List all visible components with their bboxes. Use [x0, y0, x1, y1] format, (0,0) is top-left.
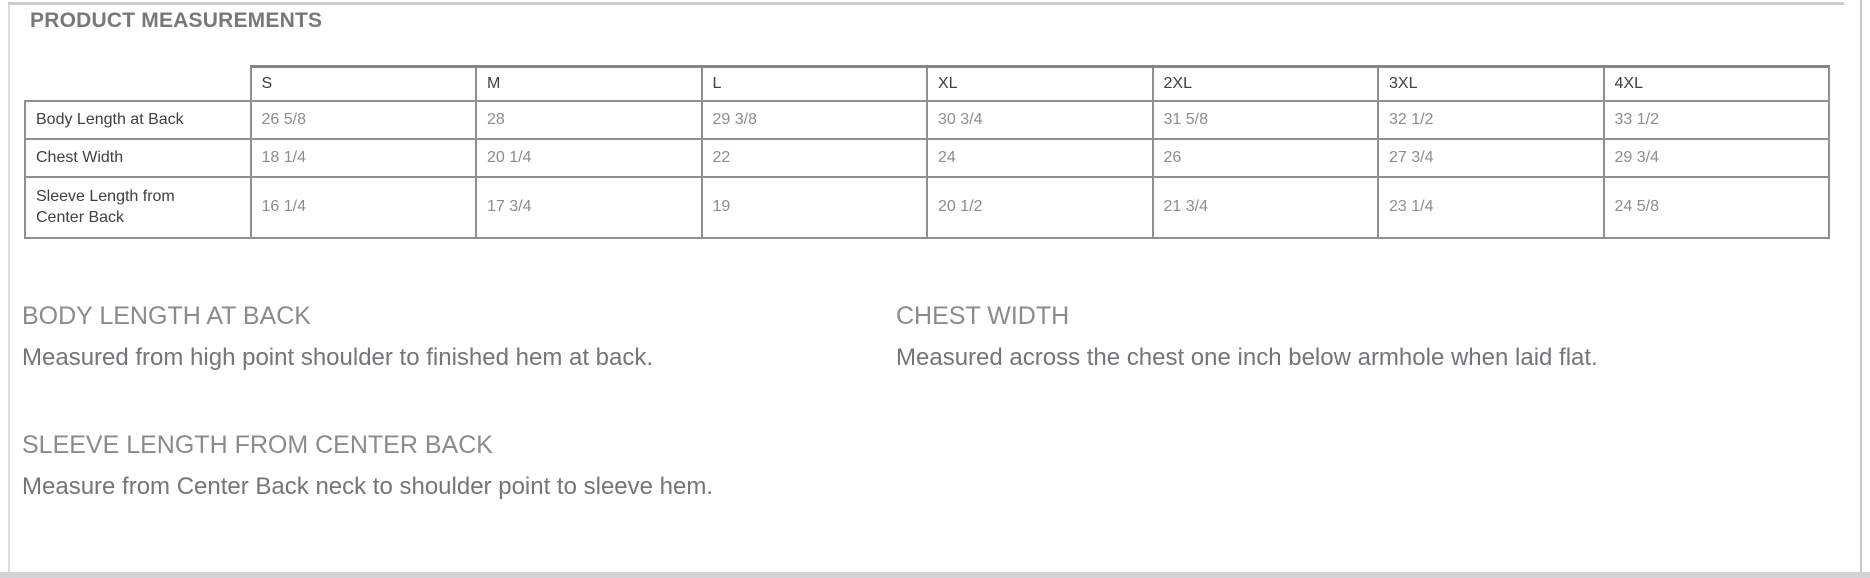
- section-description-chest-width: Measured across the chest one inch below…: [896, 344, 1598, 371]
- cell-value: 23 1/4: [1377, 175, 1605, 239]
- column-header-l: L: [700, 65, 928, 102]
- column-header-xl: XL: [926, 65, 1154, 102]
- section-heading-body-length: BODY LENGTH AT BACK: [22, 302, 311, 330]
- bottom-divider: [0, 572, 1870, 578]
- section-heading-chest-width: CHEST WIDTH: [896, 302, 1070, 330]
- empty-corner-cell: [25, 67, 251, 101]
- cell-value: 17 3/4: [475, 175, 703, 239]
- cell-value: 27 3/4: [1377, 137, 1605, 178]
- panel-left-border: [8, 5, 10, 572]
- column-header-m: M: [475, 65, 703, 102]
- column-header-s: S: [249, 65, 477, 102]
- cell-value: 30 3/4: [926, 99, 1154, 140]
- cell-value: 29 3/8: [700, 99, 928, 140]
- column-header-3xl: 3XL: [1377, 65, 1605, 102]
- table-row-sleeve-length: Sleeve Length from Center Back 16 1/4 17…: [24, 175, 1830, 239]
- cell-value: 33 1/2: [1602, 99, 1830, 140]
- cell-value: 26: [1151, 137, 1379, 178]
- column-header-4xl: 4XL: [1602, 65, 1830, 102]
- cell-value: 24: [926, 137, 1154, 178]
- cell-value: 20 1/4: [475, 137, 703, 178]
- page-title: PRODUCT MEASUREMENTS: [30, 9, 323, 32]
- section-description-body-length: Measured from high point shoulder to fin…: [22, 344, 654, 371]
- cell-value: 28: [475, 99, 703, 140]
- cell-value: 32 1/2: [1377, 99, 1605, 140]
- row-label: Sleeve Length from Center Back: [24, 175, 252, 239]
- section-description-sleeve-length: Measure from Center Back neck to shoulde…: [22, 473, 714, 500]
- cell-value: 16 1/4: [249, 175, 477, 239]
- section-heading-sleeve-length: SLEEVE LENGTH FROM CENTER BACK: [22, 431, 493, 459]
- measurements-table: S M L XL 2XL 3XL 4XL Body Length at Back…: [24, 65, 1830, 239]
- cell-value: 24 5/8: [1602, 175, 1830, 239]
- cell-value: 26 5/8: [249, 99, 477, 140]
- cell-value: 19: [700, 175, 928, 239]
- table-header-row: S M L XL 2XL 3XL 4XL: [25, 65, 1830, 102]
- column-header-2xl: 2XL: [1151, 65, 1379, 102]
- cell-value: 21 3/4: [1151, 175, 1379, 239]
- row-label: Chest Width: [24, 137, 252, 178]
- cell-value: 18 1/4: [249, 137, 477, 178]
- cell-value: 22: [700, 137, 928, 178]
- panel-right-border: [1860, 0, 1862, 572]
- cell-value: 20 1/2: [926, 175, 1154, 239]
- row-label: Body Length at Back: [24, 99, 252, 140]
- table-row-chest-width: Chest Width 18 1/4 20 1/4 22 24 26 27 3/…: [24, 137, 1830, 178]
- top-divider: [8, 2, 1844, 5]
- cell-value: 29 3/4: [1602, 137, 1830, 178]
- table-row-body-length: Body Length at Back 26 5/8 28 29 3/8 30 …: [24, 99, 1830, 140]
- cell-value: 31 5/8: [1151, 99, 1379, 140]
